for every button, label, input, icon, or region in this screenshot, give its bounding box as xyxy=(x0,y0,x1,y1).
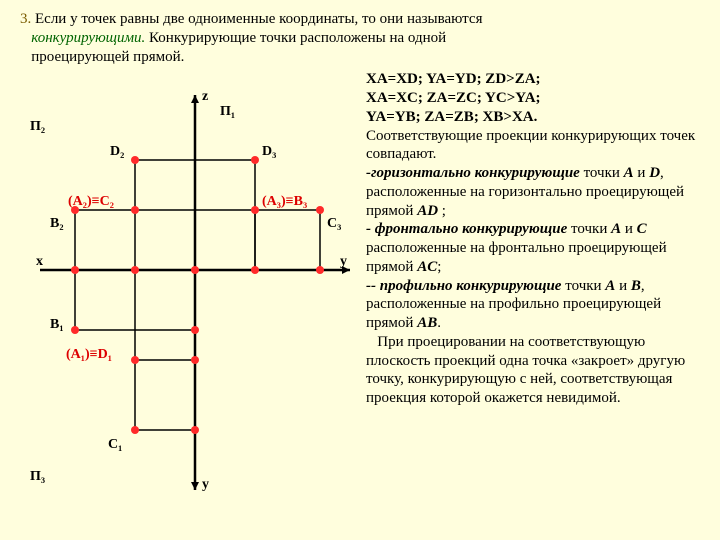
para2: -горизонтально конкурирующие точки A и D… xyxy=(366,164,700,220)
eq3: YA=YB; ZA=ZB; XB>XA. xyxy=(366,108,700,127)
para4: -- профильно конкурирующие точки A и B, … xyxy=(366,277,700,333)
quadrant-p3: П₃ xyxy=(30,469,45,484)
eq1: XA=XD; YA=YD; ZD>ZA; xyxy=(366,70,700,89)
axis-x: x xyxy=(36,254,43,269)
axis-z: z xyxy=(202,89,208,104)
intro-line2b: Конкурирующие точки расположены на одной xyxy=(145,30,446,46)
para5: При проецировании на соответствующую пло… xyxy=(366,333,700,408)
projection-diagram: z x y y П₂ П₁ П₃ D₂ D xyxy=(20,70,360,510)
diagram-panel: z x y y П₂ П₁ П₃ D₂ D xyxy=(20,70,360,510)
text-column: XA=XD; YA=YD; ZD>ZA; XA=XC; ZA=ZC; YC>YA… xyxy=(360,70,700,510)
intro-block: 3. Если у точек равны две одноименные ко… xyxy=(20,10,700,66)
eq2: XA=XC; ZA=ZC; YC>YA; xyxy=(366,89,700,108)
pt-b2: B₂ xyxy=(50,216,64,231)
item-number: 3. xyxy=(20,11,31,27)
pt-c3: C₃ xyxy=(327,216,341,231)
para3: - фронтально конкурирующие точки A и C р… xyxy=(366,220,700,276)
pt-c1: C₁ xyxy=(108,437,122,452)
term-competing: конкурирующими. xyxy=(31,30,145,46)
quadrant-p1: П₁ xyxy=(220,104,235,119)
intro-line1: Если у точек равны две одноименные коорд… xyxy=(31,11,482,27)
pt-a1d1: (A₁)≡D₁ xyxy=(66,347,112,362)
pt-d2: D₂ xyxy=(110,144,124,159)
axis-y: y xyxy=(340,254,347,269)
pt-d3: D₃ xyxy=(262,144,276,159)
pt-a3b3: (A₃)≡B₃ xyxy=(262,194,307,209)
axis-ys: y xyxy=(202,477,209,492)
quadrant-p2: П₂ xyxy=(30,119,45,134)
para1: Соответствующие проекции конкурирующих т… xyxy=(366,127,700,165)
intro-line3: проецирующей прямой. xyxy=(31,49,184,65)
pt-b1: B₁ xyxy=(50,317,64,332)
